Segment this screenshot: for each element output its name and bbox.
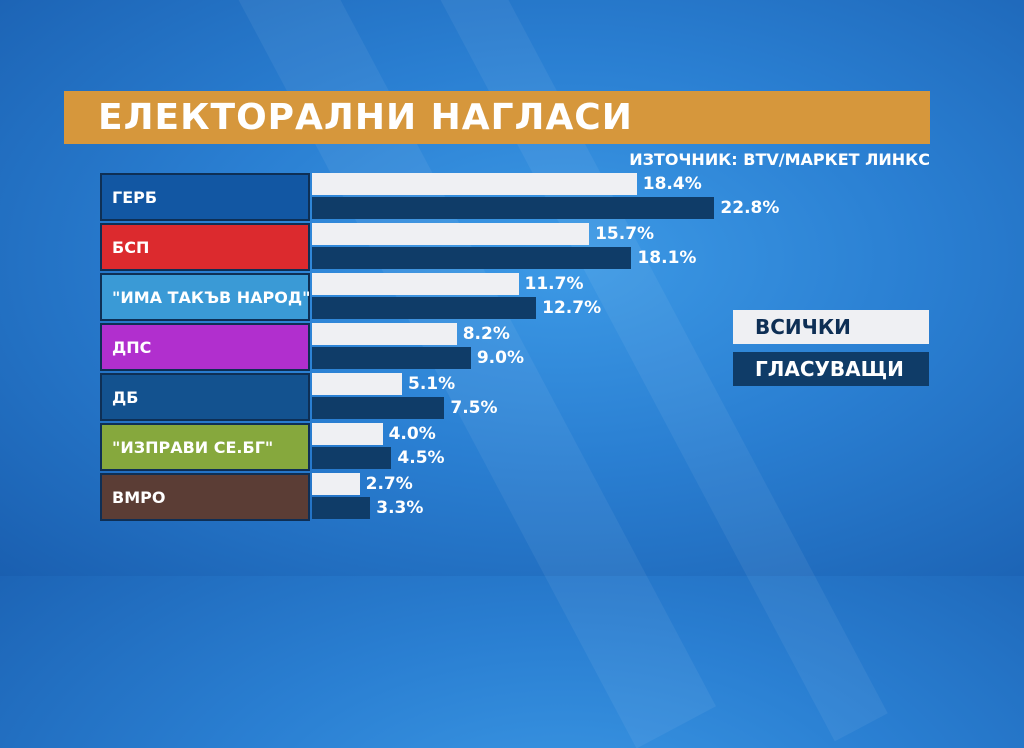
legend-all: ВСИЧКИ — [733, 310, 929, 344]
value-label: 12.7% — [542, 298, 602, 318]
value-label: 11.7% — [524, 274, 584, 294]
value-label: 4.5% — [397, 448, 445, 468]
chart-title: ЕЛЕКТОРАЛНИ НАГЛАСИ — [98, 97, 633, 138]
value-label: 18.1% — [637, 248, 697, 268]
party-label: БСП — [100, 223, 310, 271]
value-label: 3.3% — [376, 498, 424, 518]
bar-all — [312, 423, 383, 445]
party-label: ДБ — [100, 373, 310, 421]
value-label: 18.4% — [642, 174, 702, 194]
bar-voters — [312, 297, 537, 319]
legend-voters-label: ГЛАСУВАЩИ — [755, 357, 904, 381]
source-note: ИЗТОЧНИК: BTV/МАРКЕТ ЛИНКС — [629, 150, 930, 169]
bar-all — [312, 473, 360, 495]
bar-voters — [312, 497, 371, 519]
value-label: 2.7% — [365, 474, 413, 494]
bar-voters — [312, 397, 445, 419]
bar-voters — [312, 347, 471, 369]
title-bar: ЕЛЕКТОРАЛНИ НАГЛАСИ — [64, 91, 930, 144]
party-label: ГЕРБ — [100, 173, 310, 221]
legend-all-label: ВСИЧКИ — [755, 315, 851, 339]
bar-voters — [312, 447, 392, 469]
party-label: "ИЗПРАВИ СЕ.БГ" — [100, 423, 310, 471]
value-label: 8.2% — [462, 324, 510, 344]
value-label: 4.0% — [388, 424, 436, 444]
legend-voters: ГЛАСУВАЩИ — [733, 352, 929, 386]
value-label: 9.0% — [476, 348, 524, 368]
party-label: "ИМА ТАКЪВ НАРОД" — [100, 273, 310, 321]
bar-all — [312, 223, 590, 245]
bar-all — [312, 373, 402, 395]
party-label: ВМРО — [100, 473, 310, 521]
bar-all — [312, 323, 457, 345]
value-label: 5.1% — [408, 374, 456, 394]
value-label: 7.5% — [450, 398, 498, 418]
party-label: ДПС — [100, 323, 310, 371]
bar-voters — [312, 247, 632, 269]
value-label: 15.7% — [595, 224, 655, 244]
bar-all — [312, 273, 519, 295]
bar-voters — [312, 197, 715, 219]
bar-all — [312, 173, 637, 195]
value-label: 22.8% — [720, 198, 780, 218]
